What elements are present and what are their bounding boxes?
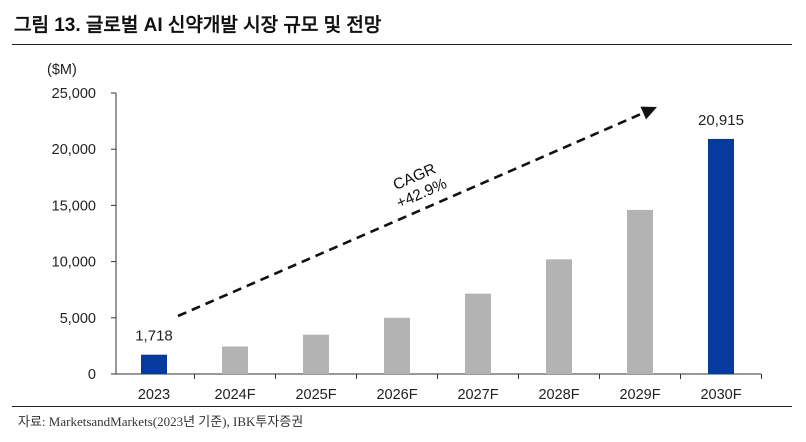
bar-2023	[141, 354, 167, 374]
x-tick-label: 2023	[138, 387, 170, 403]
x-tick-label: 2025F	[295, 387, 336, 403]
cagr-text-group: CAGR +42.9%	[391, 160, 450, 212]
bar-2024f	[222, 346, 248, 374]
bars	[141, 138, 734, 374]
x-tick-labels: 2023 2024F 2025F 2026F 2027F 2028F 2029F 2030F	[138, 387, 742, 403]
bar-2028f	[546, 259, 572, 374]
bar-2030f	[708, 138, 734, 374]
source-note: 자료: MarketsandMarkets(2023년 기준), IBK투자증권	[18, 414, 304, 429]
bar-2027f	[465, 293, 491, 374]
title-divider	[12, 44, 792, 45]
y-tick-label: 10,000	[52, 255, 96, 271]
y-axis-unit-label: ($M)	[47, 62, 77, 78]
y-tick-label: 20,000	[52, 142, 96, 158]
x-tick-label: 2030F	[700, 387, 741, 403]
bar-2029f	[627, 209, 653, 374]
axes	[111, 92, 762, 379]
x-tick-label: 2024F	[214, 387, 255, 403]
y-tick-label: 0	[88, 367, 96, 383]
cagr-arrowhead	[640, 106, 657, 120]
x-tick-label: 2029F	[619, 387, 660, 403]
x-tick-label: 2028F	[538, 387, 579, 403]
cagr-annotation: CAGR +42.9%	[177, 106, 657, 318]
y-tick-label: 25,000	[52, 86, 96, 102]
y-tick-label: 5,000	[60, 311, 96, 327]
y-tick-label: 15,000	[52, 198, 96, 214]
bar-chart: ($M) 2023 2024F 2025F 2026F 2027F 2028F 2029F 2…	[47, 62, 762, 403]
chart-title: 그림 13. 글로벌 AI 신약개발 시장 규모 및 전망	[14, 15, 382, 36]
x-tick-label: 2027F	[457, 387, 498, 403]
bar-2025f	[303, 334, 329, 374]
y-tick-labels: 0 5,000 10,000 15,000 20,000 25,000	[52, 86, 96, 383]
data-labels: 1,718 20,915	[135, 112, 744, 345]
source-divider	[12, 406, 792, 407]
data-label: 1,718	[135, 328, 173, 345]
cagr-arrow	[177, 111, 644, 318]
data-label: 20,915	[698, 112, 744, 129]
x-tick-label: 2026F	[376, 387, 417, 403]
bar-2026f	[384, 317, 410, 374]
